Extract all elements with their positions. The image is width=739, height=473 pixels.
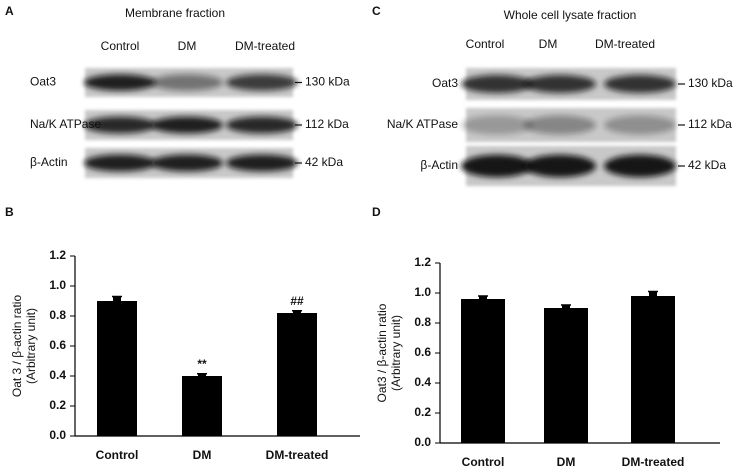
significance-label: ## xyxy=(290,294,304,308)
error-bar xyxy=(648,290,658,296)
blot-band xyxy=(604,115,676,135)
y-tick-label: 1.0 xyxy=(49,278,66,292)
y-axis-label: (Arbitrary unit) xyxy=(24,308,38,384)
y-tick-label: 0.0 xyxy=(49,428,66,442)
blot-band xyxy=(226,154,298,172)
y-tick-label: 0.4 xyxy=(414,375,431,389)
blot-band xyxy=(151,154,223,172)
y-tick-label: 0.8 xyxy=(49,308,66,322)
lane-label: DM xyxy=(178,39,197,53)
size-label: 112 kDa xyxy=(688,117,732,131)
blot-band xyxy=(84,116,156,134)
row-label: Na/K ATPase xyxy=(387,117,458,131)
bar xyxy=(277,313,317,436)
y-tick-label: 1.2 xyxy=(49,248,66,262)
panel-letter: D xyxy=(372,205,381,219)
error-bar xyxy=(478,295,488,299)
bar xyxy=(461,299,505,443)
y-tick-label: 0.8 xyxy=(414,315,431,329)
error-bar xyxy=(112,295,122,301)
panel-letter: B xyxy=(5,205,14,219)
y-tick-label: 0.6 xyxy=(414,345,431,359)
blot-band xyxy=(524,115,596,135)
size-label: 112 kDa xyxy=(305,117,349,131)
panel-letter: C xyxy=(372,4,381,18)
y-axis-label: Oat 3 / β-actin ratio xyxy=(10,295,24,398)
y-tick-label: 1.2 xyxy=(414,255,431,269)
blot-band xyxy=(461,154,533,178)
x-tick-label: DM-treated xyxy=(266,448,329,462)
error-body xyxy=(293,310,301,313)
row-label: Oat3 xyxy=(432,76,458,90)
error-body xyxy=(198,373,206,376)
bar xyxy=(631,296,675,443)
size-label: 130 kDa xyxy=(305,75,350,89)
error-body xyxy=(562,305,570,308)
blot-band xyxy=(226,74,298,91)
blot-band xyxy=(604,75,676,93)
lane-label: DM-treated xyxy=(235,39,295,53)
row-label: β-Actin xyxy=(30,155,68,169)
blot-band xyxy=(524,75,596,93)
error-body xyxy=(113,296,121,301)
error-body xyxy=(479,296,487,299)
x-tick-label: DM-treated xyxy=(622,455,685,469)
y-tick-label: 0.6 xyxy=(49,338,66,352)
blot-band xyxy=(151,74,223,91)
blot-band xyxy=(524,154,596,178)
blot-band xyxy=(226,116,298,134)
y-tick-label: 0.2 xyxy=(49,398,66,412)
x-tick-label: Control xyxy=(96,448,139,462)
x-tick-label: DM xyxy=(193,448,212,462)
x-tick-label: DM xyxy=(557,455,576,469)
y-axis-label: (Arbitrary unit) xyxy=(389,315,403,391)
row-label: β-Actin xyxy=(420,158,458,172)
panel-letter: A xyxy=(5,4,14,18)
blot-band xyxy=(151,116,223,134)
bar xyxy=(182,376,222,436)
panel-title: Whole cell lysate fraction xyxy=(504,8,637,22)
significance-label: ** xyxy=(197,357,207,371)
bar xyxy=(544,308,588,443)
error-bar xyxy=(197,373,207,376)
lane-label: Control xyxy=(466,37,505,51)
blot-band xyxy=(604,154,676,178)
lane-label: DM-treated xyxy=(595,37,655,51)
y-tick-label: 0.4 xyxy=(49,368,66,382)
error-bar xyxy=(561,304,571,308)
size-label: 42 kDa xyxy=(305,155,343,169)
x-tick-label: Control xyxy=(462,455,505,469)
blot-band xyxy=(461,115,533,135)
bar xyxy=(97,301,137,436)
blot-band xyxy=(84,74,156,91)
y-axis-label: Oat3 / β-actin ratio xyxy=(375,303,389,402)
row-label: Na/K ATPase xyxy=(30,117,101,131)
lane-label: Control xyxy=(101,39,140,53)
row-label: Oat3 xyxy=(30,75,56,89)
blot-band xyxy=(84,154,156,172)
size-label: 130 kDa xyxy=(688,76,733,90)
error-bar xyxy=(292,310,302,313)
panel-title: Membrane fraction xyxy=(125,6,225,20)
blot-band xyxy=(461,75,533,93)
y-tick-label: 1.0 xyxy=(414,285,431,299)
y-tick-label: 0.2 xyxy=(414,405,431,419)
error-body xyxy=(649,291,657,296)
y-tick-label: 0.0 xyxy=(414,435,431,449)
lane-label: DM xyxy=(539,37,558,51)
size-label: 42 kDa xyxy=(688,158,726,172)
